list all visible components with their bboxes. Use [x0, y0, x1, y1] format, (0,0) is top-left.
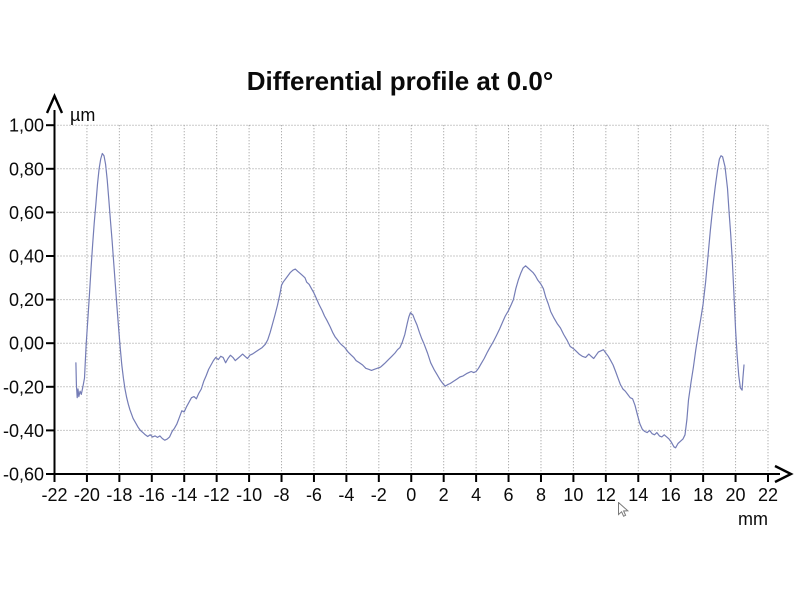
x-tick-label: -6 [306, 485, 322, 505]
x-tick-label: -20 [74, 485, 100, 505]
y-tick-label: 1,00 [9, 116, 44, 136]
x-tick-label: -18 [106, 485, 132, 505]
x-tick-label: 8 [536, 485, 546, 505]
y-axis-arrow-icon [45, 93, 64, 114]
x-tick-label: 16 [661, 485, 681, 505]
y-tick-label: -0,40 [3, 421, 44, 441]
y-tick-label: 0,40 [9, 247, 44, 267]
x-tick-label: -8 [274, 485, 290, 505]
x-tick-label: -16 [139, 485, 165, 505]
y-tick-label: -0,60 [3, 465, 44, 485]
y-axis-unit-label: µm [70, 105, 96, 125]
y-tick-label: 0,20 [9, 290, 44, 310]
x-tick-label: 0 [406, 485, 416, 505]
x-tick-label: -10 [236, 485, 262, 505]
y-tick-label: 0,80 [9, 159, 44, 179]
x-axis-arrow-icon [774, 464, 794, 484]
x-tick-label: -14 [171, 485, 197, 505]
x-tick-label: 4 [471, 485, 481, 505]
mouse-cursor-icon [618, 502, 630, 517]
x-axis-unit-label: mm [738, 509, 768, 529]
x-tick-label: 22 [758, 485, 778, 505]
y-tick-label: 0,00 [9, 334, 44, 354]
x-tick-label: -4 [338, 485, 354, 505]
x-tick-label: 6 [504, 485, 514, 505]
y-tick-label: 0,60 [9, 203, 44, 223]
x-tick-label: -2 [371, 485, 387, 505]
x-tick-label: -12 [204, 485, 230, 505]
x-tick-label: 12 [596, 485, 616, 505]
chart-title: Differential profile at 0.0° [246, 66, 554, 96]
y-tick-label: -0,20 [3, 377, 44, 397]
x-tick-label: 14 [628, 485, 648, 505]
x-tick-label: 2 [439, 485, 449, 505]
x-tick-label: 20 [726, 485, 746, 505]
profile-curve [75, 152, 745, 449]
x-tick-label: 18 [693, 485, 713, 505]
x-tick-label: -22 [41, 485, 67, 505]
x-tick-label: 10 [563, 485, 583, 505]
